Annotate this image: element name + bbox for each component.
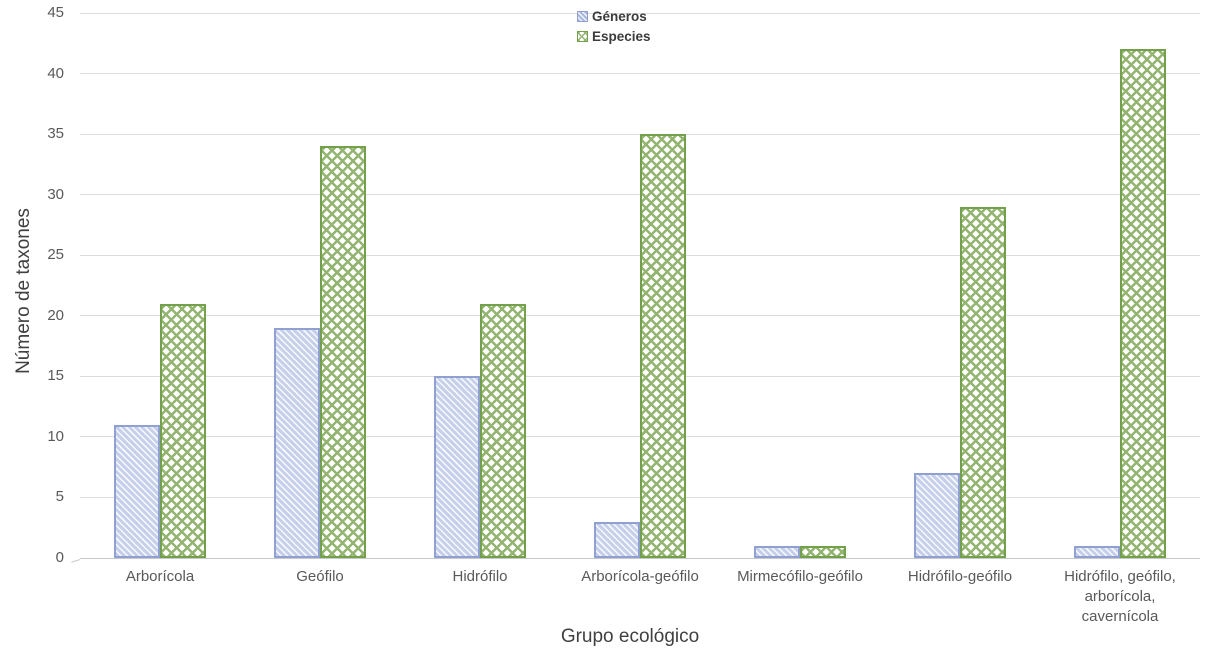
x-category-label-6: Hidrófilo-geófilo xyxy=(907,568,1013,585)
x-axis-line xyxy=(71,557,1200,563)
bar-especies-4 xyxy=(640,134,686,558)
x-category-label-4: Arborícola-geófilo xyxy=(581,568,699,585)
bar-generos-4 xyxy=(594,521,640,558)
bar-generos-2 xyxy=(274,327,320,558)
y-tick-label-35: 35 xyxy=(47,125,64,143)
legend-item-especies: Especies xyxy=(577,26,651,46)
bar-generos-6 xyxy=(914,473,960,558)
bar-especies-7 xyxy=(1120,49,1166,558)
x-category-label-2: Geófilo xyxy=(296,568,344,585)
y-axis-title: Número de taxones xyxy=(13,208,34,374)
gridline-45 xyxy=(80,12,1200,14)
y-tick-label-20: 20 xyxy=(47,306,64,324)
y-tick-label-10: 10 xyxy=(47,427,64,445)
bar-generos-7 xyxy=(1074,545,1120,558)
x-axis-title: Grupo ecológico xyxy=(560,626,700,647)
bar-especies-6 xyxy=(960,206,1006,558)
blue-diagonal-hatch-swatch-icon xyxy=(577,10,588,22)
legend-item-generos: Géneros xyxy=(577,6,651,26)
x-category-label-1: Arborícola xyxy=(125,568,195,585)
bar-generos-1 xyxy=(114,424,160,558)
bar-especies-5 xyxy=(800,545,846,558)
x-category-label-7: Hidrófilo, geófilo, arborícola, caverníc… xyxy=(1064,568,1176,625)
legend-label-generos: Géneros xyxy=(592,8,647,24)
legend-label-especies: Especies xyxy=(592,28,651,44)
y-tick-label-15: 15 xyxy=(47,367,64,385)
gridline-40 xyxy=(80,73,1200,75)
y-tick-label-45: 45 xyxy=(47,4,64,21)
x-category-label-5: Mirmecófilo-geófilo xyxy=(737,568,863,585)
bar-especies-1 xyxy=(160,303,206,558)
y-tick-label-25: 25 xyxy=(47,246,64,264)
bar-especies-3 xyxy=(480,303,526,558)
y-tick-label-40: 40 xyxy=(47,64,64,82)
gridline-35 xyxy=(80,133,1200,135)
y-tick-label-30: 30 xyxy=(47,185,64,203)
x-category-label-3: Hidrófilo xyxy=(452,568,508,585)
plot-area: 0 5 10 15 20 25 30 35 40 45 Arborícola Geófilo Hidró… xyxy=(47,4,1200,625)
bar-especies-2 xyxy=(320,146,366,558)
y-tick-label-5: 5 xyxy=(55,488,64,506)
bar-generos-3 xyxy=(434,376,480,558)
bar-generos-5 xyxy=(754,545,800,558)
y-tick-label-0: 0 xyxy=(55,549,64,566)
zero-tick-mark xyxy=(71,558,81,563)
chart-legend: Géneros Especies xyxy=(577,6,651,46)
green-trellis-hatch-swatch-icon xyxy=(577,30,588,42)
